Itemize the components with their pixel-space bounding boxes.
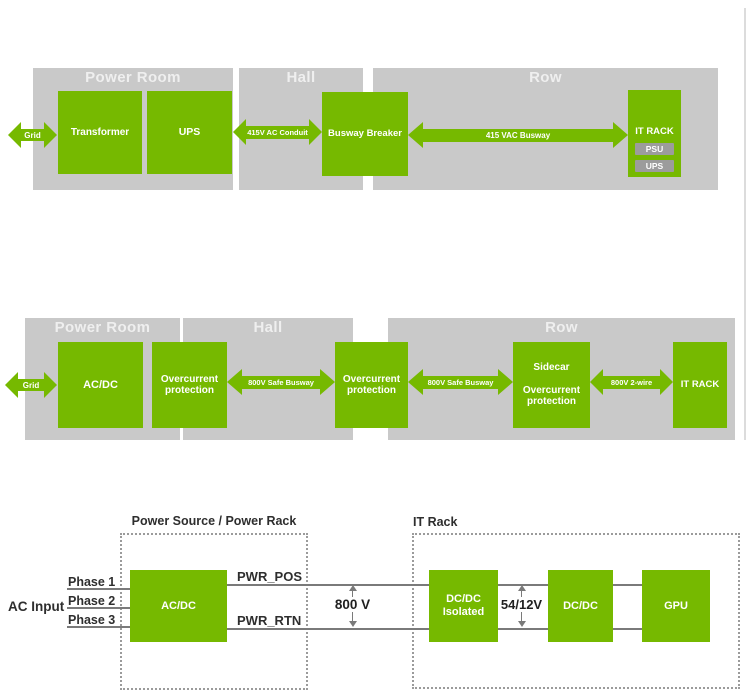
sidecar-overcurrent-label: Overcurrent protection [522, 384, 581, 408]
power-rack-title: Power Source / Power Rack [131, 514, 297, 528]
ac-row-title: Row [529, 69, 562, 86]
rail-voltage-label: 54/12V [499, 597, 544, 612]
phase-1-wire [67, 588, 130, 590]
arrow-right-head-icon [44, 122, 57, 148]
dc-grid-arrow-label: Grid [18, 379, 44, 391]
overcurrent-protection-box-2: Overcurrent protection [335, 342, 408, 428]
arrow-left-head-icon [408, 369, 423, 395]
bus-voltage-label: 800 V [329, 597, 376, 612]
ac-busway-arrow-label: 415 VAC Busway [423, 128, 613, 142]
measure-line [352, 590, 353, 598]
arrow-right-head-icon [498, 369, 513, 395]
measure-arrow-up-icon [349, 585, 357, 591]
measure-arrow-up-icon [518, 585, 526, 591]
dc-safe-busway-arrow-2-label: 800V Safe Busway [423, 375, 498, 389]
phase-3-wire [67, 626, 130, 628]
dc-safe-busway-arrow-1-label: 800V Safe Busway [242, 375, 320, 389]
measure-arrow-down-icon [518, 621, 526, 627]
dc-safe-busway-arrow-1: 800V Safe Busway [227, 369, 335, 395]
dc-power-room-title: Power Room [54, 319, 151, 336]
detail-dcdc-box: DC/DC [548, 570, 613, 642]
ac-conduit-arrow-label: 415V AC Conduit [246, 125, 309, 139]
phase-2-label: Phase 2 [68, 594, 116, 608]
arrow-right-head-icon [660, 369, 673, 395]
ups-subbox: UPS [635, 160, 674, 172]
pwr-rtn-wire [227, 628, 429, 630]
dc-hall-title: Hall [253, 319, 283, 336]
gpu-rtn-wire [613, 628, 642, 630]
ac-busway-arrow: 415 VAC Busway [408, 122, 628, 148]
arrow-left-head-icon [233, 119, 246, 145]
gpu-pos-wire [613, 584, 642, 586]
ac-conduit-arrow: 415V AC Conduit [233, 119, 322, 145]
arrow-left-head-icon [8, 122, 21, 148]
arrow-left-head-icon [5, 372, 18, 398]
phase-1-label: Phase 1 [68, 575, 116, 589]
dc-two-wire-arrow-label: 800V 2-wire [603, 375, 660, 389]
gpu-box: GPU [642, 570, 710, 642]
ups-box: UPS [147, 91, 232, 174]
ac-it-rack-label: IT RACK [635, 126, 674, 138]
measure-arrow-down-icon [349, 621, 357, 627]
ac-input-label: AC Input [8, 599, 65, 614]
detail-acdc-box: AC/DC [130, 570, 227, 642]
it-rack-dashed-box [412, 533, 740, 689]
ac-grid-arrow-label: Grid [21, 129, 44, 141]
ac-power-room-title: Power Room [85, 69, 181, 86]
arrow-right-head-icon [309, 119, 322, 145]
phase-3-label: Phase 3 [68, 613, 116, 627]
ac-grid-arrow: Grid [8, 122, 57, 148]
dc-safe-busway-arrow-2: 800V Safe Busway [408, 369, 513, 395]
rail-rtn-wire [498, 628, 548, 630]
pwr-pos-wire [227, 584, 429, 586]
dc-grid-arrow: Grid [5, 372, 57, 398]
phase-2-wire [67, 607, 130, 609]
measure-line [352, 612, 353, 622]
measure-line [521, 590, 522, 598]
it-rack-title: IT Rack [413, 515, 458, 529]
right-edge-divider [744, 8, 746, 440]
arrow-left-head-icon [408, 122, 423, 148]
pwr-pos-label: PWR_POS [237, 569, 303, 584]
acdc-box: AC/DC [58, 342, 143, 428]
dc-it-rack-box: IT RACK [673, 342, 727, 428]
busway-breaker-box: Busway Breaker [322, 92, 408, 176]
overcurrent-protection-box-1: Overcurrent protection [152, 342, 227, 428]
dcdc-isolated-box: DC/DC Isolated [429, 570, 498, 642]
dc-row-title: Row [545, 319, 578, 336]
arrow-right-head-icon [44, 372, 57, 398]
arrow-left-head-icon [227, 369, 242, 395]
dc-two-wire-arrow: 800V 2-wire [590, 369, 673, 395]
measure-line [521, 612, 522, 622]
pwr-rtn-label: PWR_RTN [237, 613, 302, 628]
ac-it-rack-box: IT RACK PSU UPS [628, 90, 681, 177]
sidecar-label: Sidecar [533, 362, 570, 374]
arrow-left-head-icon [590, 369, 603, 395]
ac-hall-title: Hall [286, 69, 316, 86]
psu-subbox: PSU [635, 143, 674, 155]
sidecar-box: Sidecar Overcurrent protection [513, 342, 590, 428]
transformer-box: Transformer [58, 91, 142, 174]
power-rack-dashed-box [120, 533, 308, 690]
arrow-right-head-icon [320, 369, 335, 395]
arrow-right-head-icon [613, 122, 628, 148]
